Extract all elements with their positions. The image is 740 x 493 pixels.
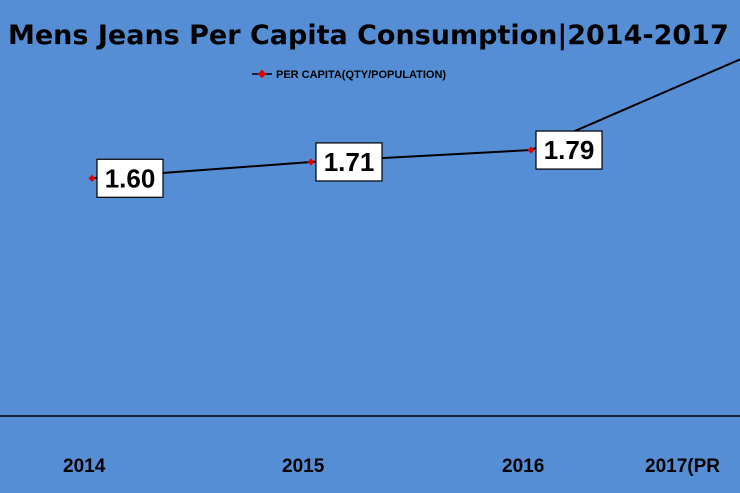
x-tick-label: 2014 <box>63 456 106 477</box>
data-label-box <box>535 130 603 170</box>
data-point-marker <box>88 174 96 182</box>
x-tick-label: 2016 <box>502 456 544 477</box>
data-label-box <box>315 142 383 182</box>
data-label-text: 1.79 <box>544 135 595 165</box>
data-label-text: 1.71 <box>324 147 375 177</box>
data-label-text: 1.60 <box>105 163 156 193</box>
legend: PER CAPITA(QTY/POPULATION) <box>252 69 446 81</box>
data-label: 1.60 <box>96 158 164 198</box>
chart-title: Mens Jeans Per Capita Consumption|2014-2… <box>8 20 729 51</box>
data-point-marker <box>527 146 535 154</box>
x-axis-tick-labels: 2014 2015 2016 2017(PR <box>63 456 720 477</box>
data-point-marker <box>307 158 315 166</box>
series-line <box>91 58 740 180</box>
plot-area: 1.60 1.71 1.79 <box>88 58 740 198</box>
data-label: 1.79 <box>535 130 603 170</box>
x-tick-label: 2017(PR <box>645 456 720 477</box>
x-tick-label: 2015 <box>282 456 325 477</box>
legend-marker-icon <box>257 69 267 79</box>
data-label: 1.71 <box>315 142 383 182</box>
data-label-box <box>96 158 164 198</box>
legend-label: PER CAPITA(QTY/POPULATION) <box>276 69 446 81</box>
